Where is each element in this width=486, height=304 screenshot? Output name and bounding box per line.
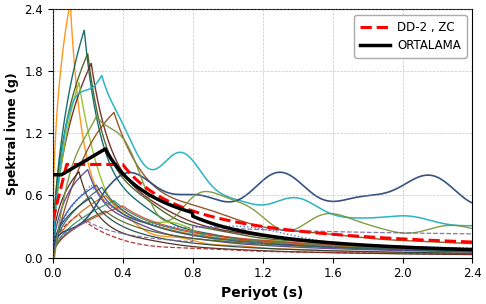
Legend: DD-2 , ZC, ORTALAMA: DD-2 , ZC, ORTALAMA <box>354 15 467 57</box>
Y-axis label: Spektral İvme (g): Spektral İvme (g) <box>4 72 19 195</box>
X-axis label: Periyot (s): Periyot (s) <box>222 286 304 300</box>
